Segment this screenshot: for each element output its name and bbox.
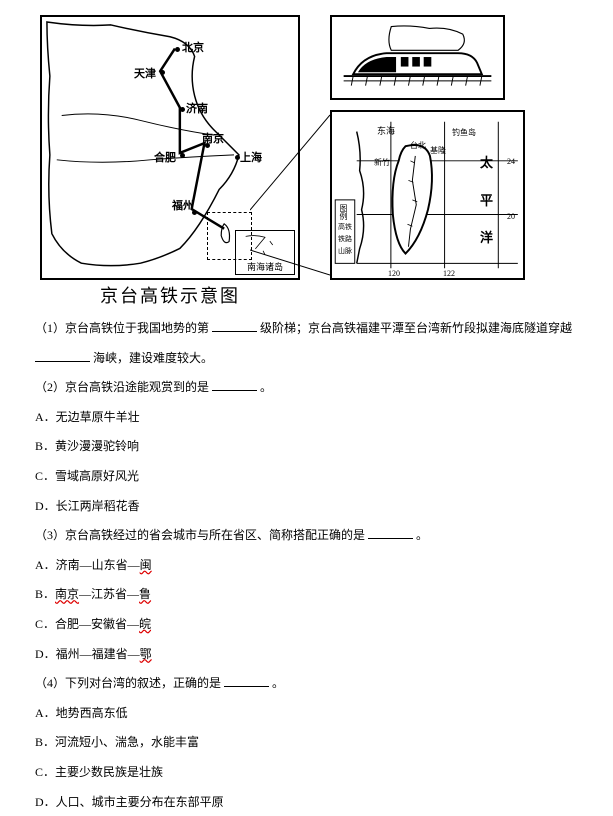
q3b-pre: B．: [35, 587, 55, 601]
city-dot: [175, 47, 180, 52]
q4-opt-c: C．主要少数民族是壮族: [35, 759, 583, 787]
legend-title: 图例: [338, 204, 349, 220]
city-label-jinan: 济南: [186, 100, 208, 116]
q3d-pre: D．福州—福建省—: [35, 647, 140, 661]
jilong-label: 基隆: [430, 145, 446, 156]
legend-item-3: 山脉: [338, 246, 352, 256]
q4-opt-b: B．河流短小、湍急，水能丰富: [35, 729, 583, 757]
q2-blank[interactable]: [212, 377, 257, 391]
q1-blank-2[interactable]: [35, 348, 90, 362]
q3-opt-a: A．济南—山东省—闽: [35, 552, 583, 580]
ytick-20: 20: [507, 212, 515, 221]
q3c-pre: C．合肥—安徽省—: [35, 617, 139, 631]
questions-block: （1）京台高铁位于我国地势的第 级阶梯；京台高铁福建平潭至台湾新竹段拟建海底隧道…: [10, 315, 603, 816]
city-label-nanjing: 南京: [202, 130, 224, 146]
q1-line2: 海峡，建设难度较大。: [35, 345, 583, 373]
hsinchu-label: 新竹: [374, 157, 390, 168]
city-label-beijing: 北京: [182, 39, 204, 55]
q1-text-b: 级阶梯；京台高铁福建平潭至台湾新竹段拟建海底隧道穿越: [260, 321, 572, 335]
pacific-2: 平: [480, 190, 493, 209]
q2-line: （2）京台高铁沿途能观赏到的是 。: [35, 374, 583, 402]
q3-opt-d: D．福州—福建省—鄂: [35, 641, 583, 669]
q4-opt-a: A．地势西高东低: [35, 700, 583, 728]
city-label-hefei: 合肥: [154, 149, 176, 165]
pacific-3: 洋: [480, 227, 493, 246]
figure-area: 北京 天津 济南 南京 上海 合肥 福州 南海诸岛 京台高铁示意图: [10, 10, 603, 310]
q1-blank-1[interactable]: [212, 318, 257, 332]
q3b-w2: 鲁: [139, 587, 151, 601]
q1-line1: （1）京台高铁位于我国地势的第 级阶梯；京台高铁福建平潭至台湾新竹段拟建海底隧道…: [35, 315, 583, 343]
xtick-122: 122: [443, 269, 455, 278]
train-svg: [332, 17, 503, 98]
q4-opt-d: D．人口、城市主要分布在东部平原: [35, 789, 583, 816]
q1-text-a: （1）京台高铁位于我国地势的第: [35, 321, 209, 335]
xtick-120: 120: [388, 269, 400, 278]
q2-opt-d: D．长江两岸稻花香: [35, 493, 583, 521]
q2-end: 。: [260, 380, 272, 394]
q4-text: （4）下列对台湾的叙述，正确的是: [35, 676, 221, 690]
q3-end: 。: [416, 528, 428, 542]
city-label-fuzhou: 福州: [172, 197, 194, 213]
q3d-wavy: 鄂: [140, 647, 152, 661]
train-inset: [330, 15, 505, 100]
taiwan-svg: [332, 112, 523, 278]
q3-blank[interactable]: [368, 525, 413, 539]
ytick-24: 24: [507, 157, 515, 166]
diaoyu-label: 钓鱼岛: [452, 127, 476, 138]
q3b-mid: —江苏省—: [79, 587, 139, 601]
q3-text: （3）京台高铁经过的省会城市与所在省区、简称搭配正确的是: [35, 528, 365, 542]
main-map: 北京 天津 济南 南京 上海 合肥 福州 南海诸岛: [40, 15, 300, 280]
nanhai-svg: [236, 231, 294, 261]
city-label-tianjin: 天津: [134, 65, 156, 81]
q3b-w1: 南京: [55, 587, 79, 601]
q3c-wavy: 皖: [139, 617, 151, 631]
city-label-shanghai: 上海: [240, 149, 262, 165]
map-caption: 京台高铁示意图: [40, 282, 300, 308]
legend-item-2: 铁路: [338, 234, 352, 244]
legend-item-1: 高铁: [338, 222, 352, 232]
pacific-1: 太: [480, 152, 493, 171]
city-dot: [180, 153, 185, 158]
city-dot: [160, 70, 165, 75]
q2-opt-b: B．黄沙漫漫驼铃响: [35, 433, 583, 461]
taiwan-inset: 东海 钓鱼岛 太 平 洋 台北 基隆 新竹 120 122 24 20 图例 高…: [330, 110, 525, 280]
nanhai-label: 南海诸岛: [236, 260, 294, 273]
taipei-label: 台北: [410, 140, 426, 151]
q4-blank[interactable]: [224, 673, 269, 687]
q2-opt-a: A．无边草原牛羊壮: [35, 404, 583, 432]
nanhai-inset: 南海诸岛: [235, 230, 295, 275]
q1-text-c: 海峡，建设难度较大。: [93, 351, 213, 365]
q3a-pre: A．济南—山东省—: [35, 558, 140, 572]
q3-line: （3）京台高铁经过的省会城市与所在省区、简称搭配正确的是 。: [35, 522, 583, 550]
city-dot: [180, 107, 185, 112]
q4-end: 。: [272, 676, 284, 690]
q2-opt-c: C．雪域高原好风光: [35, 463, 583, 491]
q3a-wavy: 闽: [140, 558, 152, 572]
q4-line: （4）下列对台湾的叙述，正确的是 。: [35, 670, 583, 698]
q3-opt-c: C．合肥—安徽省—皖: [35, 611, 583, 639]
q2-text: （2）京台高铁沿途能观赏到的是: [35, 380, 209, 394]
east-sea-label: 东海: [377, 124, 395, 137]
q3-opt-b: B．南京—江苏省—鲁: [35, 581, 583, 609]
